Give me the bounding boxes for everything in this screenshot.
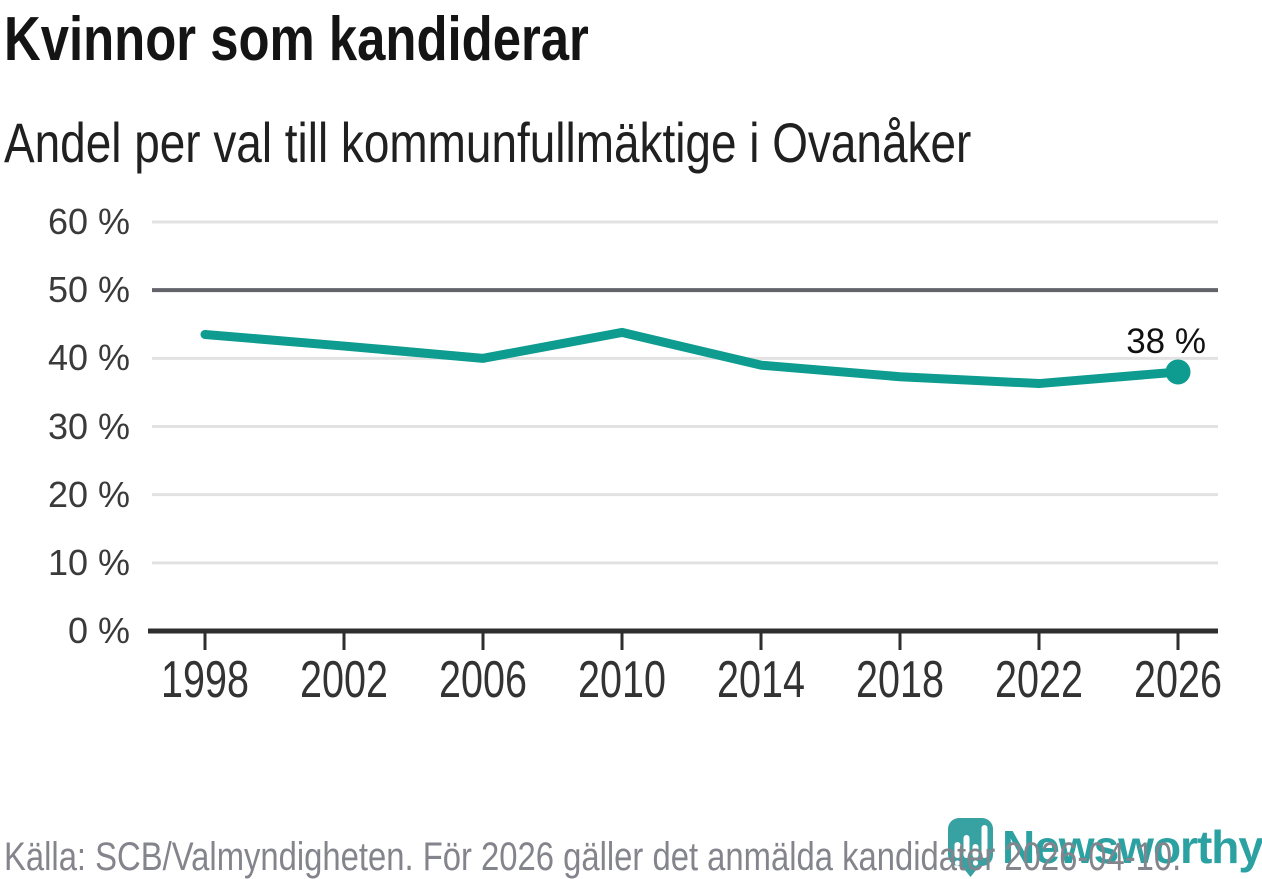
source-note: Källa: SCB/Valmyndigheten. För 2026 gäll… [4, 835, 1182, 879]
x-tick-label: 2026 [1134, 651, 1222, 709]
y-tick-label: 40 % [47, 337, 130, 379]
y-tick-label: 30 % [47, 405, 130, 447]
newsworthy-logo: Newsworthy [946, 812, 1262, 879]
y-tick-label: 20 % [47, 473, 130, 515]
data-point-marker [1165, 359, 1191, 385]
chart-title: Kvinnor som kandiderar [4, 5, 589, 74]
chart-subtitle: Andel per val till kommunfullmäktige i O… [4, 111, 972, 174]
x-tick-label: 2002 [300, 651, 388, 709]
x-tick-label: 2010 [578, 651, 666, 709]
newsworthy-logo-icon [948, 818, 993, 877]
y-tick-label: 10 % [47, 541, 130, 583]
x-tick-label: 1998 [161, 651, 249, 709]
y-tick-label: 0 % [67, 610, 130, 651]
data-point-label: 38 % [1126, 322, 1206, 361]
x-tick-label: 2014 [717, 651, 805, 709]
data-line [200, 327, 1183, 389]
newsworthy-logo-text: Newsworthy [1002, 821, 1262, 873]
x-tick-label: 2018 [856, 651, 944, 709]
y-tick-label: 60 % [47, 201, 130, 242]
x-tick-label: 2006 [439, 651, 527, 709]
y-tick-label: 50 % [47, 269, 130, 311]
x-tick-label: 2022 [995, 651, 1083, 709]
